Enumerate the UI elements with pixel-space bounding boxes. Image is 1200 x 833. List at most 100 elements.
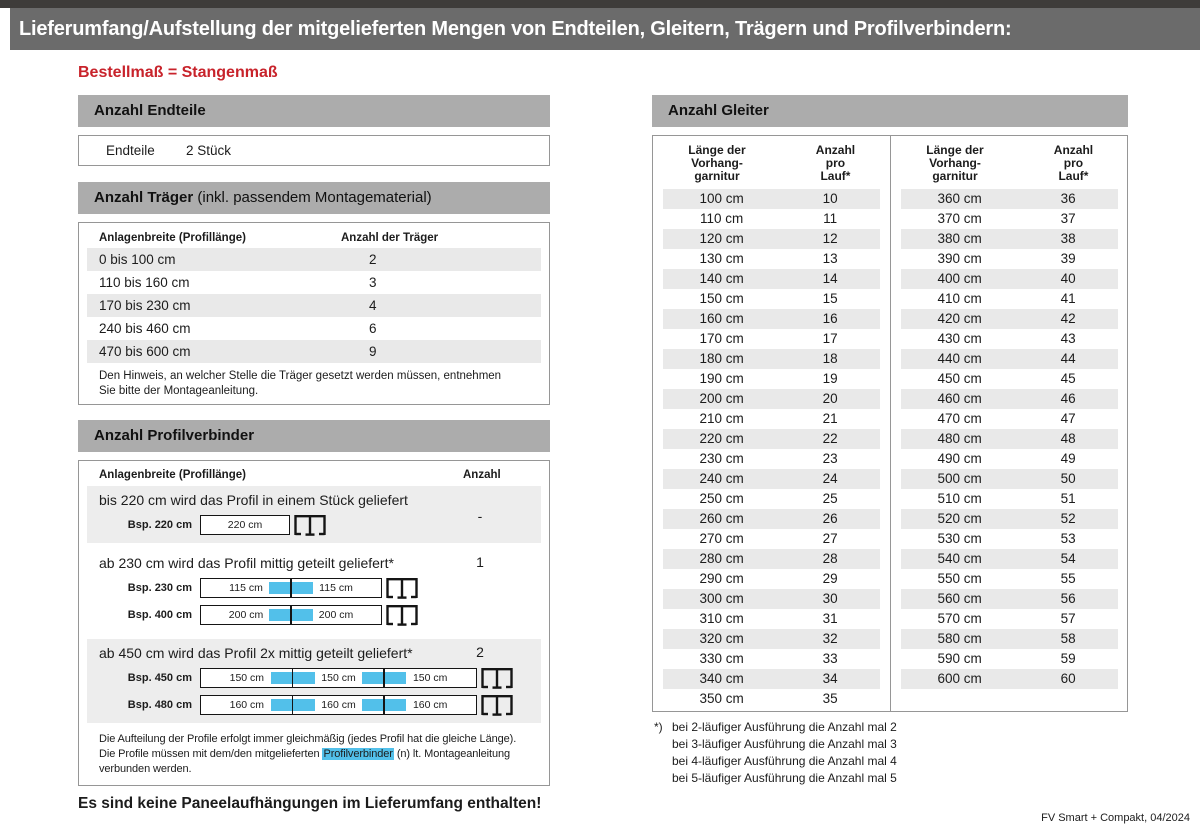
gleiter-length: 280 cm: [699, 551, 744, 566]
gleiter-row: 310 cm 31: [663, 609, 880, 629]
gleiter-length: 100 cm: [699, 191, 744, 206]
traeger-table-header: Anlagenbreite (Profillänge) Anzahl der T…: [87, 228, 541, 248]
footnote-line: bei 5-läufiger Ausführung die Anzahl mal…: [672, 771, 897, 785]
gleiter-count: 45: [1060, 371, 1076, 386]
gleiter-row: 330 cm 33: [663, 649, 880, 669]
section-header-traeger: Anzahl Träger (inkl. passendem Montagema…: [78, 182, 550, 214]
gleiter-footnote: *) bei 2-läufiger Ausführung die Anzahl …: [652, 719, 1128, 787]
profil-group-count: -: [477, 508, 483, 524]
gleiter-count: 59: [1060, 651, 1076, 666]
gleiter-length: 270 cm: [699, 531, 744, 546]
profil-group-text: ab 450 cm wird das Profil 2x mittig gete…: [99, 645, 413, 661]
gleiter-length: 230 cm: [699, 451, 744, 466]
gleiter-row: 390 cm 39: [901, 249, 1118, 269]
gleiter-count: 57: [1060, 611, 1076, 626]
traeger-range: 470 bis 600 cm: [99, 344, 191, 359]
gleiter-count: 11: [823, 211, 838, 226]
gleiter-length: 210 cm: [699, 411, 744, 426]
profil-note: Die Aufteilung der Profile erfolgt immer…: [99, 732, 527, 777]
header-line: Anzahl: [1053, 143, 1094, 157]
segment-length-label: 115 cm: [319, 582, 353, 594]
gleiter-row: 260 cm 26: [663, 509, 880, 529]
gleiter-length: 540 cm: [937, 551, 982, 566]
gleiter-row: 150 cm 15: [663, 289, 880, 309]
gleiter-row: 410 cm 41: [901, 289, 1118, 309]
gleiter-length: 460 cm: [937, 391, 982, 406]
traeger-table-rows: 0 bis 100 cm 2 110 bis 160 cm 3 170 bis 230 …: [79, 248, 549, 363]
profile-end-icon: [386, 604, 418, 626]
gleiter-length: 200 cm: [699, 391, 744, 406]
gleiter-count: 35: [822, 691, 838, 706]
gleiter-col2-header: Anzahl pro Lauf*: [1019, 144, 1128, 183]
profile-bar: 150 cm 150 cm 150 cm: [200, 668, 477, 688]
gleiter-length: 290 cm: [699, 571, 744, 586]
joint-line: [291, 696, 294, 714]
traeger-range: 240 bis 460 cm: [99, 321, 191, 336]
section-title-endteile: Anzahl Endteile: [94, 102, 206, 119]
gleiter-row: 570 cm 57: [901, 609, 1118, 629]
segment-length-label: 160 cm: [321, 699, 356, 711]
gleiter-row: 270 cm 27: [663, 529, 880, 549]
traeger-count: 6: [369, 321, 377, 336]
gleiter-length: 490 cm: [937, 451, 982, 466]
profil-group-count: 1: [476, 554, 484, 570]
gleiter-table-1: Länge der Vorhang-garnitur Anzahl pro Lauf* 3…: [891, 136, 1128, 711]
gleiter-count: 10: [822, 191, 838, 206]
gleiter-length: 110 cm: [699, 211, 744, 226]
gleiter-count: 20: [822, 391, 838, 406]
segment-length-label: 115 cm: [229, 582, 263, 594]
header-line: Anzahl: [815, 143, 856, 157]
segment-length-label: 160 cm: [412, 699, 448, 711]
diagram-example-label: Bsp. 400 cm: [127, 609, 192, 621]
gleiter-count: 15: [822, 291, 838, 306]
gleiter-count: 50: [1060, 471, 1076, 486]
gleiter-row: 450 cm 45: [901, 369, 1118, 389]
traeger-range: 0 bis 100 cm: [99, 252, 176, 267]
gleiter-length: 430 cm: [937, 331, 982, 346]
gleiter-count: 21: [822, 411, 838, 426]
gleiter-table-0: Länge der Vorhang-garnitur Anzahl pro Lauf* 1…: [653, 136, 891, 711]
joint-line: [383, 669, 385, 687]
gleiter-count: 30: [822, 591, 838, 606]
footnote-marker: *): [654, 720, 663, 734]
profile-end-icon: [294, 514, 326, 536]
gleiter-count: 34: [822, 671, 838, 686]
gleiter-count: 43: [1060, 331, 1076, 346]
header-line: Vorhang-: [929, 156, 981, 170]
gleiter-row: 100 cm 10: [663, 189, 880, 209]
gleiter-length: 440 cm: [937, 351, 982, 366]
gleiter-length: 400 cm: [937, 271, 982, 286]
gleiter-count: 46: [1060, 391, 1076, 406]
gleiter-row: 220 cm 22: [663, 429, 880, 449]
gleiter-count: 49: [1060, 451, 1076, 466]
traeger-range: 170 bis 230 cm: [99, 298, 191, 313]
gleiter-length: 250 cm: [699, 491, 744, 506]
gleiter-length: 550 cm: [937, 571, 982, 586]
profile-bar: 115 cm 115 cm: [200, 578, 382, 598]
profil-note-text: Die Aufteilung der Profile erfolgt immer…: [99, 733, 517, 760]
gleiter-count: 13: [822, 251, 838, 266]
gleiter-table-header: Länge der Vorhang-garnitur Anzahl pro Lauf*: [653, 136, 890, 189]
gleiter-count: 19: [822, 371, 838, 386]
gleiter-length: 140 cm: [699, 271, 744, 286]
order-size-note: Bestellmaß = Stangenmaß: [78, 64, 278, 81]
gleiter-count: 51: [1060, 491, 1076, 506]
section-header-endteile: Anzahl Endteile: [78, 95, 550, 127]
profil-groups: bis 220 cm wird das Profil in einem Stüc…: [79, 486, 549, 723]
left-column: Bestellmaß = Stangenmaß Anzahl Endteile …: [78, 64, 550, 813]
gleiter-count: 55: [1060, 571, 1076, 586]
gleiter-row: 580 cm 58: [901, 629, 1118, 649]
segment-length-label: 150 cm: [229, 672, 265, 684]
gleiter-count: 27: [822, 531, 838, 546]
segment-length-label: 160 cm: [229, 699, 265, 711]
gleiter-length: 410 cm: [937, 291, 982, 306]
gleiter-count: 37: [1060, 211, 1076, 226]
gleiter-row: 190 cm 19: [663, 369, 880, 389]
traeger-row: 470 bis 600 cm 9: [87, 340, 541, 363]
gleiter-row: 420 cm 42: [901, 309, 1118, 329]
segment-length-label: 220 cm: [227, 519, 263, 531]
profil-table-header: Anlagenbreite (Profillänge) Anzahl: [87, 467, 541, 484]
gleiter-row: 480 cm 48: [901, 429, 1118, 449]
gleiter-count: 38: [1060, 231, 1076, 246]
gleiter-count: 14: [822, 271, 838, 286]
